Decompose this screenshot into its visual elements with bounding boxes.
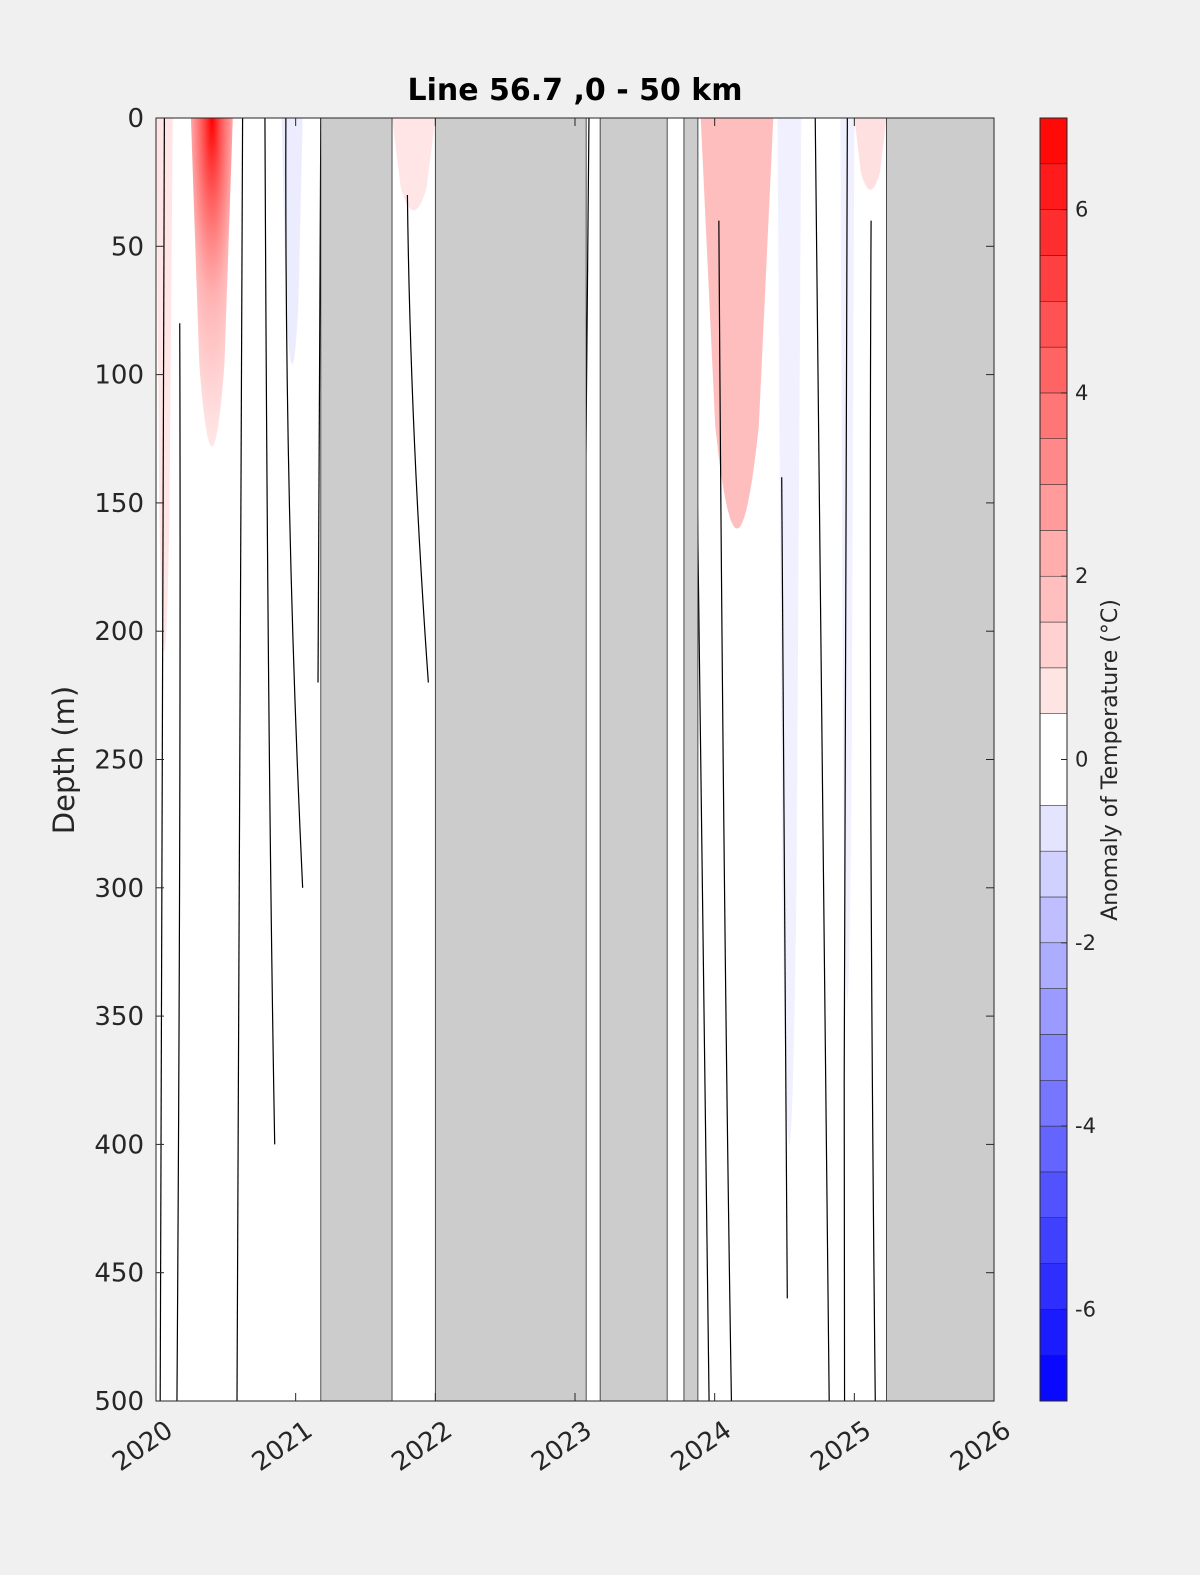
anomaly-patch-7	[840, 118, 855, 1001]
colorbar-band	[1039, 530, 1068, 577]
colorbar-tick-label: -2	[1075, 931, 1096, 955]
colorbar-band	[1039, 346, 1068, 394]
no-data-gap-1	[320, 117, 393, 1402]
colorbar-tick-label: -6	[1075, 1297, 1096, 1321]
x-tick-label: 2024	[666, 1415, 737, 1478]
contour-line-10	[718, 220, 733, 1401]
y-axis-label: Depth (m)	[47, 686, 81, 834]
contour-line-4	[264, 118, 276, 1145]
colorbar-band	[1039, 1217, 1068, 1264]
contour-line-12	[814, 118, 830, 1401]
contour-line-3	[236, 118, 244, 1401]
colorbar-band	[1039, 1263, 1068, 1310]
colorbar-band	[1039, 255, 1068, 302]
y-tick-label: 350	[94, 1002, 144, 1032]
y-tick-label: 300	[94, 874, 144, 904]
colorbar-band	[1039, 392, 1068, 439]
colorbar-band	[1039, 988, 1068, 1035]
anomaly-patch-4	[392, 118, 436, 211]
colorbar-tick-label: -4	[1075, 1114, 1096, 1138]
no-data-gap-5	[886, 117, 995, 1402]
x-tick-label: 2026	[945, 1415, 1016, 1478]
colorbar-band	[1039, 1171, 1068, 1218]
x-tick-label: 2022	[386, 1415, 457, 1478]
colorbar-band	[1039, 896, 1068, 944]
colorbar-tick-label: 0	[1075, 748, 1088, 772]
colorbar-label: Anomaly of Temperature (°C)	[1098, 599, 1123, 921]
contour-line-5	[285, 118, 304, 888]
no-data-layer	[320, 117, 995, 1402]
colorbar: 6 4 2 0 -2 -4 -6	[1039, 117, 1096, 1402]
contour-line-11	[781, 477, 788, 1299]
anomaly-patch-6	[777, 118, 802, 1145]
y-tick-label: 200	[94, 617, 144, 647]
colorbar-tick-label: 6	[1075, 198, 1088, 222]
no-data-gap-3	[599, 117, 668, 1402]
anomaly-patch-1	[190, 118, 233, 447]
x-tick-label: 2025	[805, 1415, 876, 1478]
colorbar-band	[1039, 667, 1068, 714]
no-data-gap-2	[434, 117, 587, 1402]
colorbar-band	[1039, 1034, 1068, 1081]
contour-line-14	[869, 220, 876, 1401]
no-data-gap-4	[683, 117, 699, 1402]
chart-title: Line 56.7 ,0 - 50 km	[407, 73, 742, 108]
colorbar-band	[1039, 1309, 1068, 1356]
y-tick-label: 50	[111, 232, 144, 262]
anomaly-patch-8	[854, 118, 887, 190]
colorbar-band	[1039, 484, 1068, 531]
x-tick-label: 2023	[526, 1415, 597, 1478]
colorbar-band	[1039, 301, 1068, 348]
colorbar-band	[1039, 575, 1068, 623]
colorbar-band	[1039, 209, 1068, 256]
colorbar-band	[1039, 1125, 1068, 1173]
colorbar-band	[1039, 438, 1068, 485]
colorbar-band	[1039, 621, 1068, 669]
colorbar-band	[1039, 850, 1068, 898]
colorbar-band	[1039, 117, 1068, 165]
anomaly-patch-2	[156, 118, 173, 652]
colorbar-tick-label: 4	[1075, 381, 1088, 405]
y-tick-label: 100	[94, 361, 144, 391]
y-tick-label: 250	[94, 746, 144, 776]
colorbar-band	[1039, 942, 1068, 989]
colorbar-band	[1039, 1080, 1068, 1127]
y-axis: 0 50 100 150 200 250 300 350 400 450 500	[94, 104, 994, 1417]
colorbar-band	[1039, 163, 1068, 210]
colorbar-band	[1039, 805, 1068, 852]
x-tick-label: 2021	[247, 1415, 318, 1478]
colorbar-tick-label: 2	[1075, 564, 1088, 588]
contour-line-7	[406, 194, 429, 683]
y-tick-label: 400	[94, 1130, 144, 1160]
y-tick-label: 0	[127, 104, 144, 134]
y-tick-label: 150	[94, 489, 144, 519]
contour-line-2	[176, 323, 181, 1401]
y-tick-label: 450	[94, 1259, 144, 1289]
colorbar-band	[1039, 1354, 1068, 1402]
y-tick-label: 500	[94, 1387, 144, 1417]
x-tick-label: 2020	[107, 1415, 178, 1478]
